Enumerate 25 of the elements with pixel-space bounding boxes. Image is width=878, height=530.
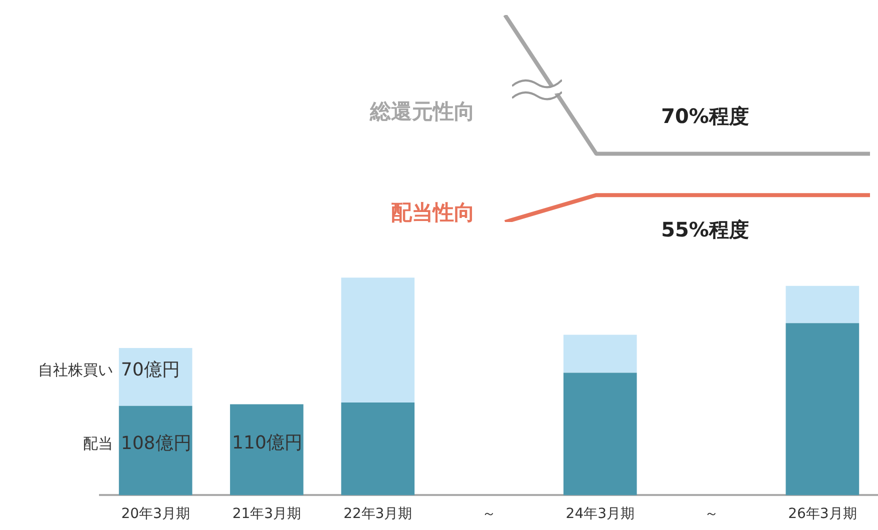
bar	[786, 286, 860, 324]
annotation: 70%程度	[661, 104, 749, 128]
text: 総還元性向	[369, 99, 475, 124]
x-tick-label: 21年3月期	[232, 506, 302, 522]
bar	[118, 348, 192, 406]
series-label: 配当性向	[391, 200, 475, 224]
data-label: 70億円	[120, 360, 180, 381]
x-tick-label: 26年3月期	[788, 506, 857, 522]
bar	[341, 278, 415, 403]
series-label: 配当	[82, 434, 113, 452]
x-tick-label: 24年3月期	[566, 506, 635, 522]
bar	[563, 334, 637, 373]
x-tick-label: 20年3月期	[121, 506, 190, 522]
data-label: 108億円	[120, 433, 192, 454]
annotation: 55%程度	[661, 217, 749, 242]
series-label: 自社株買い	[38, 360, 113, 379]
x-tick-label: 22年3月期	[343, 506, 412, 522]
bar	[230, 404, 304, 496]
bar	[563, 372, 637, 496]
bar	[341, 402, 415, 496]
x-tick-label: ～	[704, 506, 718, 522]
bar	[786, 323, 860, 496]
bar	[118, 406, 192, 496]
data-label: 110億円	[232, 432, 302, 454]
x-tick-label: ～	[482, 506, 496, 522]
